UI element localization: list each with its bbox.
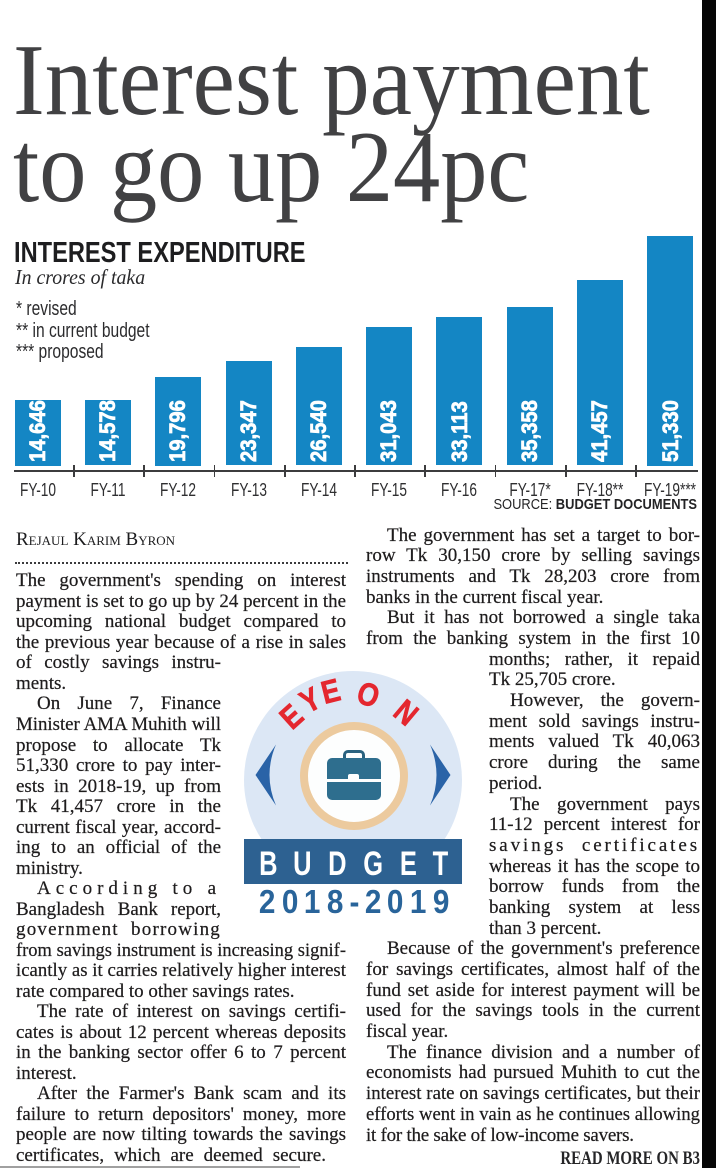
svg-text:O: O (352, 675, 384, 716)
svg-text:N: N (387, 693, 425, 733)
